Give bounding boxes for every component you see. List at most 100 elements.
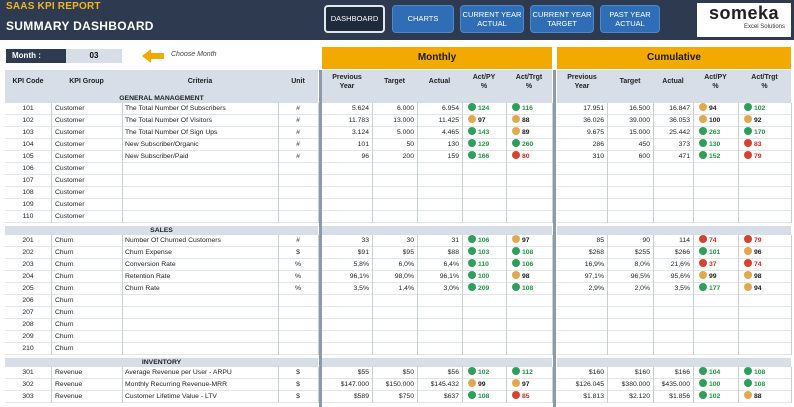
status-dot-icon [512, 271, 520, 280]
cumulative-act-trgt-cell: 88 [744, 391, 791, 403]
row-separator [5, 306, 318, 307]
cumulative-act-py-cell: 100 [699, 379, 738, 391]
cumulative-prev-year-value: $160 [588, 369, 604, 376]
kpi-criteria: Monthly Recurring Revenue-MRR [125, 381, 227, 388]
monthly-act-trgt-cell: 98 [512, 271, 552, 283]
current-year-target-button[interactable]: CURRENT YEAR TARGET [530, 5, 594, 33]
kpi-group: Churn [55, 261, 74, 268]
dashboard-button[interactable]: DASHBOARD [324, 5, 385, 33]
past-year-actual-button[interactable]: PAST YEAR ACTUAL [600, 5, 660, 33]
monthly-actual-value: 4.465 [441, 129, 459, 136]
row-separator [557, 174, 791, 175]
row-separator [5, 258, 318, 259]
kpi-code: 202 [22, 249, 34, 256]
status-dot-icon [512, 115, 520, 124]
percentage-value: 79 [754, 153, 762, 160]
row-separator [5, 162, 318, 163]
cumulative-prev-year-value: 85 [596, 237, 604, 244]
status-dot-icon [699, 391, 707, 400]
monthly-prev-year-value: 3.124 [351, 129, 369, 136]
cumulative-target-value: $380.000 [621, 381, 650, 388]
row-separator [5, 222, 318, 223]
percentage-value: 130 [709, 141, 721, 148]
percentage-value: 108 [522, 249, 534, 256]
monthly-act-py-cell: 106 [468, 235, 506, 247]
percentage-value: 100 [709, 381, 721, 388]
section-band-monthly [322, 226, 552, 235]
monthly-act-trgt-cell: 88 [512, 115, 552, 127]
block-divider [319, 70, 322, 407]
header-bar: SAAS KPI REPORT SUMMARY DASHBOARD DASHBO… [0, 0, 794, 40]
kpi-criteria: New Subscriber/Paid [125, 153, 189, 160]
status-dot-icon [512, 235, 520, 244]
charts-button[interactable]: CHARTS [392, 5, 454, 33]
status-dot-icon [512, 151, 520, 160]
current-year-actual-button[interactable]: CURRENT YEAR ACTUAL [460, 5, 524, 33]
monthly-target-value: 200 [402, 153, 414, 160]
status-dot-icon [744, 283, 752, 292]
row-separator [322, 402, 552, 403]
column-divider [51, 235, 52, 355]
row-separator [5, 282, 318, 283]
status-dot-icon [468, 259, 476, 268]
monthly-actual-value: $88 [447, 249, 459, 256]
cumulative-actual-value: $1.856 [669, 393, 690, 400]
col-header-criteria: Criteria [122, 70, 278, 94]
column-divider [318, 103, 319, 223]
row-separator [557, 354, 791, 355]
column-divider [552, 235, 553, 355]
kpi-criteria: Number Of Churned Customers [125, 237, 221, 244]
percentage-value: 100 [709, 117, 721, 124]
kpi-code: 110 [22, 213, 34, 220]
kpi-unit: % [294, 261, 302, 268]
cumulative-actual-value: 21,6% [670, 261, 690, 268]
status-dot-icon [468, 115, 476, 124]
month-select[interactable]: 03 [66, 49, 122, 63]
kpi-code: 107 [22, 177, 34, 184]
percentage-value: 83 [754, 141, 762, 148]
cumulative-actual-value: $266 [674, 249, 690, 256]
cumulative-actual-value: $435.000 [661, 381, 690, 388]
row-separator [5, 270, 318, 271]
cumulative-group-header: Cumulative [557, 47, 791, 69]
kpi-code: 206 [22, 297, 34, 304]
col-header-monthly-act-py: Act/PY % [462, 70, 506, 94]
status-dot-icon [699, 379, 707, 388]
cumulative-target-value: 2,0% [634, 285, 651, 292]
monthly-act-py-cell: 103 [468, 247, 506, 259]
kpi-criteria: Churn Rate [125, 285, 160, 292]
monthly-act-trgt-cell: 108 [512, 247, 552, 259]
column-divider [607, 235, 608, 355]
row-separator [557, 138, 791, 139]
kpi-unit: # [296, 117, 300, 124]
kpi-code: 201 [22, 237, 34, 244]
column-divider [417, 367, 418, 403]
status-dot-icon [699, 259, 707, 268]
kpi-code: 302 [22, 381, 34, 388]
monthly-actual-value: 130 [447, 141, 459, 148]
cumulative-act-py-cell: 152 [699, 151, 738, 163]
row-separator [322, 378, 552, 379]
column-divider [653, 235, 654, 355]
kpi-group: Churn [55, 321, 74, 328]
status-dot-icon [744, 115, 752, 124]
kpi-unit: # [296, 237, 300, 244]
cumulative-prev-year-value: 2,9% [588, 285, 605, 292]
row-separator [322, 162, 552, 163]
monthly-target-value: 50 [406, 141, 414, 148]
page-title: SUMMARY DASHBOARD [6, 19, 154, 33]
status-dot-icon [468, 391, 476, 400]
monthly-group-header: Monthly [322, 47, 552, 69]
row-separator [5, 330, 318, 331]
kpi-table: KPI Code KPI Group Criteria Unit Previous Ye… [0, 70, 794, 407]
cumulative-act-trgt-cell: 94 [744, 283, 791, 295]
percentage-value: 74 [709, 237, 717, 244]
row-separator [557, 330, 791, 331]
kpi-code: 105 [22, 153, 34, 160]
status-dot-icon [468, 271, 476, 280]
cumulative-act-trgt-cell: 92 [744, 115, 791, 127]
status-dot-icon [512, 283, 520, 292]
cumulative-act-trgt-cell: 74 [744, 259, 791, 271]
row-separator [5, 342, 318, 343]
cumulative-act-trgt-cell: 102 [744, 103, 791, 115]
